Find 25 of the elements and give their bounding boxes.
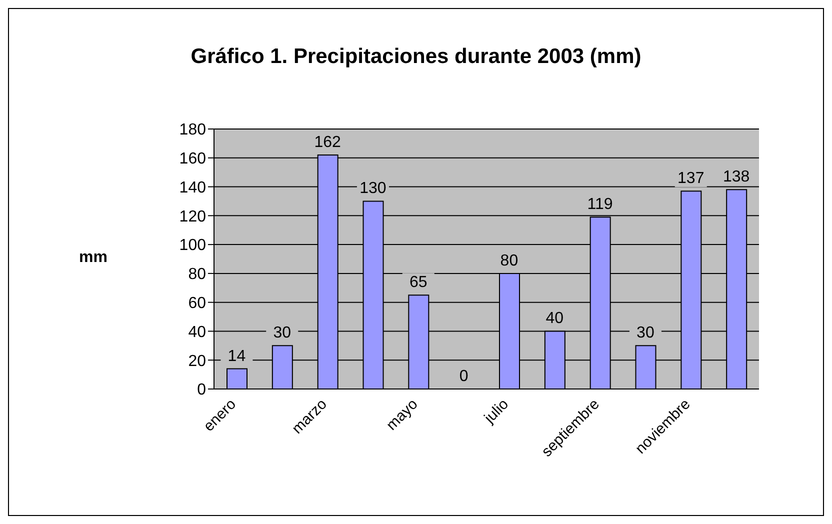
y-tick-label: 160	[179, 150, 206, 168]
y-tick-label: 180	[179, 122, 206, 139]
data-label: 14	[228, 348, 246, 365]
y-tick-label: 0	[197, 382, 206, 399]
y-tick-label: 120	[179, 208, 206, 226]
y-tick-label: 100	[179, 237, 206, 254]
data-label: 138	[722, 168, 750, 186]
y-tick-label: 60	[188, 295, 206, 312]
y-tick-label: 20	[188, 352, 206, 370]
data-label: 40	[546, 310, 564, 328]
data-label: 0	[459, 368, 468, 385]
data-label: 137	[678, 170, 704, 188]
data-label: 30	[273, 324, 292, 342]
data-label: 30	[636, 324, 654, 342]
y-tick-label: 80	[188, 266, 206, 284]
chart-title: Gráfico 1. Precipitaciones durante 2003 (mm)	[190, 45, 642, 69]
data-label: 162	[314, 134, 341, 151]
x-tick-label: julio	[480, 396, 512, 428]
data-label: 65	[409, 274, 428, 292]
y-tick-label: 140	[179, 179, 206, 196]
y-axis-title: mm	[79, 249, 108, 267]
y-tick-label: 40	[188, 324, 206, 341]
data-label: 130	[360, 180, 386, 198]
data-label: 119	[587, 196, 613, 214]
data-label: 80	[500, 252, 518, 270]
